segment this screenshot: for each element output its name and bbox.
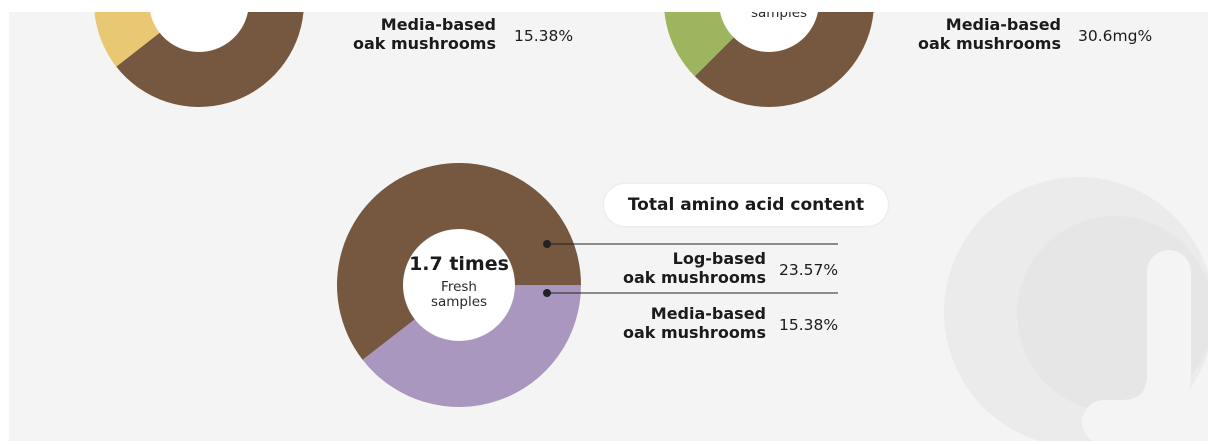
donut-chart-top-right (664, 12, 874, 107)
donut-segment-media (664, 12, 734, 77)
center-sub-top-right: samples (750, 12, 808, 21)
donut-charts (94, 12, 1208, 441)
donut-segment-log (694, 12, 874, 107)
infographic-panel: Media-based oak mushrooms 15.38% samples… (9, 12, 1208, 441)
label-leader-lines (543, 240, 838, 297)
leader-dot-media (543, 289, 551, 297)
value-media: 15.38% (779, 316, 839, 334)
donut-hole (403, 229, 515, 341)
center-main-text: 1.7 times (409, 253, 509, 275)
center-sub-text: Fresh samples (430, 279, 488, 310)
donut-segment-media (362, 285, 581, 407)
value-media-top-right: 30.6mg% (1078, 27, 1153, 45)
legend-label-media-top-right: Media-based oak mushrooms (917, 15, 1061, 53)
donut-chart-top-left (94, 12, 304, 107)
donut-hole (720, 12, 818, 52)
donut-segment-log (336, 162, 581, 360)
legend-label-log: Log-based oak mushrooms (622, 249, 766, 287)
donut-segment-log (116, 12, 304, 107)
chart-title: Total amino acid content (604, 184, 888, 226)
donut-chart-total-amino-acid (336, 162, 581, 407)
legend-label-media: Media-based oak mushrooms (622, 304, 766, 342)
leader-dot-log (543, 240, 551, 248)
watermark-logo (944, 177, 1208, 441)
donut-hole (150, 12, 248, 52)
value-media-top-left: 15.38% (514, 27, 574, 45)
donut-segment-media (94, 12, 160, 67)
legend-label-media-top-left: Media-based oak mushrooms (352, 15, 496, 53)
value-log: 23.57% (779, 261, 839, 279)
